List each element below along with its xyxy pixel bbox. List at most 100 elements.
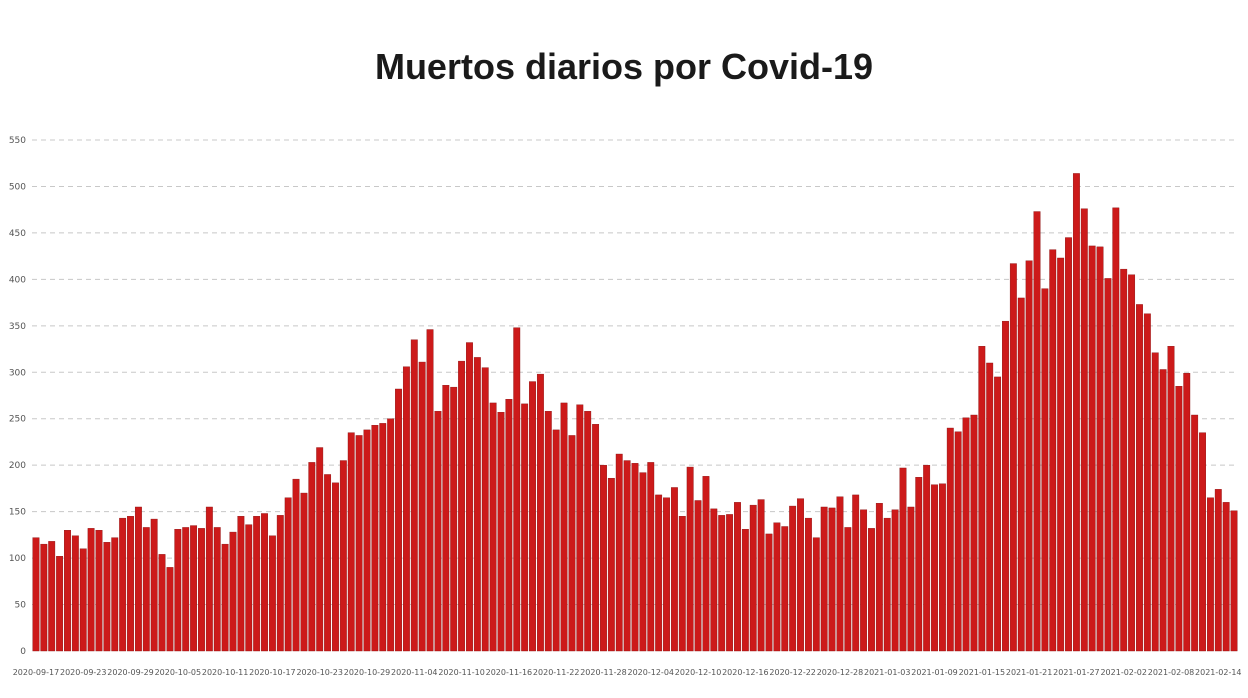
x-tick-label: 2021-02-02 — [1100, 668, 1147, 677]
bar — [292, 478, 300, 652]
bar — [1191, 414, 1199, 652]
bar — [32, 537, 40, 652]
x-tick-label: 2020-10-11 — [202, 668, 249, 677]
bar — [332, 482, 339, 652]
bar — [300, 492, 308, 652]
bar — [1088, 245, 1096, 652]
y-tick-label: 200 — [9, 461, 26, 471]
bar — [1136, 304, 1143, 652]
bar — [647, 462, 655, 652]
bar — [718, 515, 726, 652]
y-tick-label: 100 — [9, 554, 26, 564]
bar — [852, 494, 860, 652]
bar — [347, 432, 355, 652]
bar — [324, 474, 332, 652]
bar — [363, 429, 371, 652]
x-tick-label: 2020-12-16 — [722, 668, 769, 677]
bar — [639, 472, 647, 652]
chart-title: Muertos diarios por Covid-19 — [374, 46, 874, 87]
y-tick-label: 350 — [9, 322, 26, 332]
y-tick-label: 150 — [9, 508, 26, 518]
bar — [623, 460, 631, 652]
bar — [1057, 257, 1065, 652]
bar — [371, 425, 379, 652]
bar — [387, 418, 395, 652]
x-tick-label: 2021-01-03 — [864, 668, 911, 677]
bar — [1009, 263, 1017, 652]
bar — [166, 567, 174, 652]
x-tick-label: 2020-11-28 — [580, 668, 627, 677]
bar — [828, 507, 836, 652]
bar — [1065, 237, 1072, 652]
x-tick-label: 2021-01-09 — [911, 668, 958, 677]
bar — [142, 527, 150, 652]
bar — [213, 527, 221, 652]
bar — [402, 366, 410, 652]
bar — [513, 327, 521, 652]
x-tick-label: 2020-12-22 — [769, 668, 816, 677]
x-tick-label: 2020-11-22 — [533, 668, 580, 677]
bar — [473, 357, 481, 652]
bar — [119, 517, 127, 652]
bar — [481, 367, 489, 652]
bar — [584, 411, 592, 652]
bar — [1214, 489, 1222, 652]
bar — [182, 527, 190, 652]
bar — [899, 467, 907, 652]
bar — [268, 535, 276, 652]
bar — [95, 530, 103, 652]
bar — [860, 509, 868, 652]
bar — [938, 483, 946, 652]
bar — [174, 529, 182, 652]
bar — [284, 497, 292, 652]
bar — [529, 381, 536, 652]
bar — [560, 402, 568, 652]
x-tick-label: 2020-10-17 — [249, 668, 296, 677]
bar — [544, 411, 552, 652]
bar — [79, 548, 87, 652]
bar — [261, 513, 268, 652]
bar — [379, 423, 387, 652]
bar — [127, 516, 134, 652]
bar — [434, 411, 442, 652]
bar — [410, 339, 418, 652]
bar — [678, 516, 686, 652]
x-tick-label: 2020-11-04 — [391, 668, 438, 677]
bar — [103, 542, 111, 652]
bar — [954, 431, 962, 652]
x-tick-label: 2020-10-23 — [296, 668, 343, 677]
x-tick-label: 2021-01-15 — [959, 668, 1006, 677]
bar — [466, 342, 473, 652]
bar — [1183, 373, 1191, 652]
bar — [978, 346, 986, 652]
bar — [497, 412, 505, 652]
bar — [1017, 297, 1025, 652]
bar — [607, 477, 615, 652]
bar — [615, 453, 623, 652]
bar — [71, 535, 79, 652]
bar — [741, 529, 749, 652]
bar — [1033, 211, 1041, 652]
x-tick-label: 2020-11-16 — [486, 668, 533, 677]
bars — [32, 173, 1238, 652]
y-tick-label: 300 — [9, 368, 26, 378]
y-tick-label: 50 — [15, 601, 27, 611]
bar — [663, 497, 670, 652]
bar — [749, 504, 757, 652]
x-tick-label: 2020-12-28 — [817, 668, 864, 677]
bar — [111, 537, 119, 652]
bar — [308, 462, 316, 652]
bar — [245, 524, 253, 652]
bar — [1080, 208, 1088, 652]
x-tick-label: 2020-12-10 — [675, 668, 722, 677]
bar — [505, 399, 513, 652]
x-tick-label: 2021-01-27 — [1053, 668, 1100, 677]
x-tick-label: 2020-09-29 — [107, 668, 154, 677]
bar — [48, 541, 56, 652]
bar — [757, 499, 765, 652]
x-tick-label: 2021-02-14 — [1195, 668, 1242, 677]
bar — [339, 460, 347, 652]
x-tick-label: 2021-01-21 — [1006, 668, 1053, 677]
bar — [40, 543, 48, 652]
